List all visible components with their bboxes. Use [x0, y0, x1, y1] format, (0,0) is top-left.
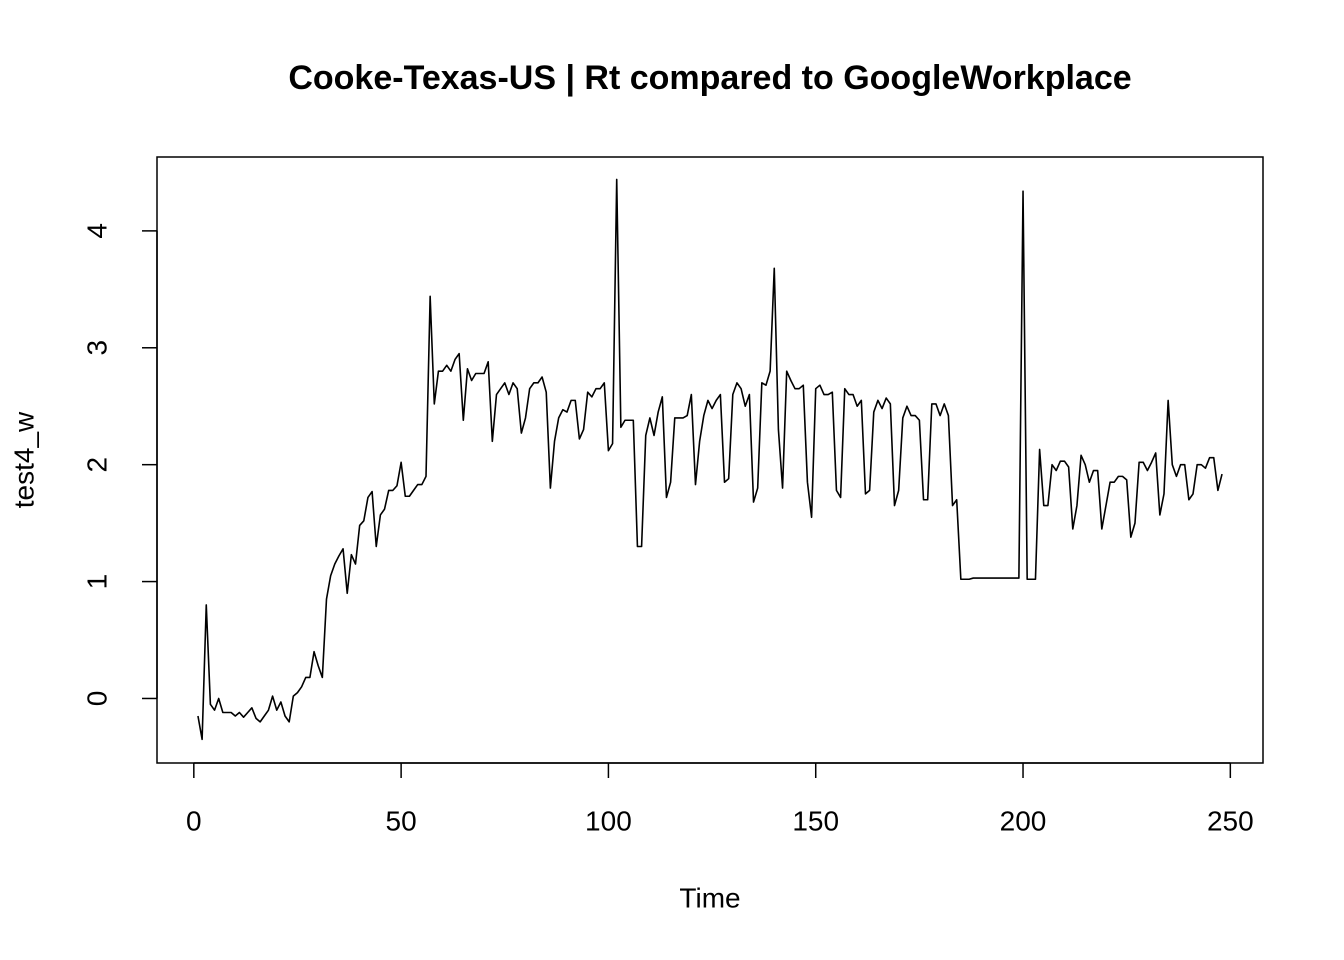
data-line [197, 178, 1223, 741]
x-tick-label: 200 [1000, 805, 1047, 836]
chart-title: Cooke-Texas-US | Rt compared to GoogleWo… [288, 59, 1131, 97]
y-tick-label: 3 [81, 340, 112, 356]
y-tick-label: 0 [81, 691, 112, 707]
y-tick-label: 2 [81, 457, 112, 473]
x-tick-label: 100 [585, 805, 632, 836]
y-tick-label: 4 [81, 223, 112, 239]
x-tick-label: 250 [1207, 805, 1254, 836]
y-tick-label: 1 [81, 574, 112, 590]
y-axis-label: test4_w [8, 411, 39, 508]
x-axis-label: Time [679, 882, 740, 913]
x-tick-label: 150 [792, 805, 839, 836]
x-tick-label: 0 [186, 805, 202, 836]
x-tick-label: 50 [386, 805, 417, 836]
